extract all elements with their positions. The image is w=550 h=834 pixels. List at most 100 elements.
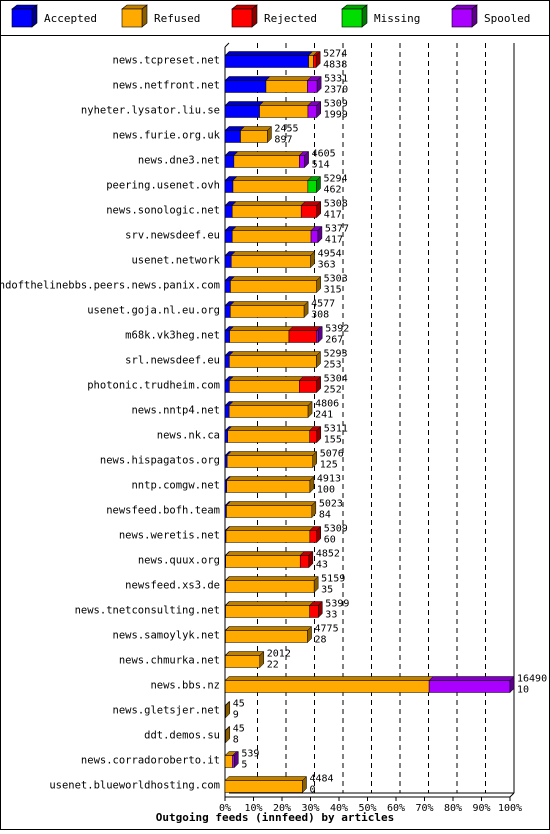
value-offered: 5023: [319, 499, 343, 510]
bar-segment-refused: [231, 205, 302, 218]
value-accepted: 10: [517, 685, 529, 696]
bar-segment-accepted: [224, 480, 227, 493]
bar-top-refused: [224, 626, 313, 631]
bar-segment-refused: [226, 505, 313, 518]
bar-segment-missing: [307, 180, 317, 193]
bar-top-refused: [231, 201, 306, 206]
bar-side-refused: [225, 725, 231, 744]
value-accepted: 9: [233, 710, 239, 721]
bar-top-refused: [226, 451, 318, 456]
bar-side-spooled: [509, 675, 515, 694]
bar-row: [224, 200, 322, 219]
value-accepted: 267: [325, 335, 343, 346]
value-accepted: 35: [321, 585, 333, 596]
bar-segment-refused: [230, 305, 305, 318]
value-accepted: 60: [324, 535, 336, 546]
row-label: peering.usenet.ovh: [106, 180, 220, 192]
bar-segment-accepted: [224, 155, 235, 168]
bar-segment-accepted: [224, 130, 241, 143]
value-accepted: 100: [317, 485, 335, 496]
bar-segment-refused: [231, 230, 312, 243]
value-offered: 539: [241, 749, 259, 760]
value-accepted: 5: [241, 760, 247, 771]
value-accepted: 241: [315, 410, 333, 421]
value-accepted: 363: [318, 260, 336, 271]
bar-segment-accepted: [224, 305, 231, 318]
legend-swatch-side: [141, 4, 148, 28]
row-label: news.hispagatos.org: [100, 455, 220, 467]
bar-top-refused: [224, 651, 265, 656]
x-tick-label: 30%: [301, 803, 319, 814]
row-label: photonic.trudheim.com: [87, 380, 220, 392]
x-tick-label: 90%: [472, 803, 490, 814]
bar-segment-refused: [233, 155, 300, 168]
row-label: news.quux.org: [138, 555, 220, 567]
value-offered: 45: [233, 724, 245, 735]
legend-label-refused: Refused: [154, 12, 200, 25]
legend-swatch-missing: [341, 8, 363, 28]
bar-row: [224, 750, 239, 769]
bar-segment-refused: [226, 480, 311, 493]
bar-segment-refused: [225, 530, 311, 543]
bar-row: [224, 375, 322, 394]
bar-segment-spooled: [428, 680, 511, 693]
value-offered: 45: [233, 699, 245, 710]
bar-segment-accepted: [224, 230, 233, 243]
bar-segment-accepted: [224, 330, 230, 343]
bar-segment-refused: [225, 605, 310, 618]
bar-row: [224, 525, 322, 544]
bar-segment-refused: [224, 755, 233, 768]
bar-top-refused: [230, 251, 316, 256]
row-label: newsfeed.xs3.de: [125, 580, 220, 592]
legend-label-rejected: Rejected: [264, 12, 317, 25]
legend-swatch-accepted: [11, 8, 33, 28]
x-axis-depth: [509, 792, 515, 798]
value-offered: 5377: [325, 224, 349, 235]
value-accepted: 417: [325, 235, 343, 246]
row-label: news.gletsjer.net: [113, 705, 220, 717]
bar-segment-rejected: [299, 380, 317, 393]
row-label: srl.newsdeef.eu: [125, 355, 220, 367]
bar-top-rejected: [288, 326, 322, 331]
bar-top-refused: [229, 276, 322, 281]
x-tick-label: 20%: [273, 803, 291, 814]
bar-segment-refused: [225, 655, 261, 668]
row-label: usenet.goja.nl.eu.org: [87, 305, 220, 317]
bar-top-refused: [228, 351, 322, 356]
value-accepted: 0: [309, 785, 315, 796]
row-label: news.nk.ca: [157, 430, 220, 442]
bar-segment-accepted: [224, 355, 230, 368]
bar-row: [224, 650, 265, 669]
legend-swatch-spooled: [451, 8, 473, 28]
bar-side-refused: [302, 775, 307, 794]
bar-segment-refused: [225, 630, 308, 643]
bar-segment-refused: [308, 55, 314, 68]
bar-side-refused: [267, 125, 272, 144]
value-accepted: 514: [312, 160, 330, 171]
bar-segment-rejected: [309, 530, 318, 543]
value-offered: 5159: [321, 574, 345, 585]
row-label: nyheter.lysator.liu.se: [81, 105, 220, 117]
bar-top-refused: [224, 676, 434, 681]
bar-segment-accepted: [224, 55, 309, 68]
y-axis-depth: [224, 42, 230, 48]
bar-row: [224, 150, 310, 169]
value-offered: 4484: [309, 774, 333, 785]
value-offered: 5392: [325, 324, 349, 335]
bar-segment-refused: [226, 455, 313, 468]
row-label: news.netfront.net: [113, 80, 220, 92]
bar-segment-rejected: [300, 205, 317, 218]
bar-side-refused: [313, 575, 319, 594]
bar-side-refused: [316, 275, 321, 294]
legend-swatch-side: [471, 4, 478, 28]
bar-segment-spooled: [310, 230, 319, 243]
row-label: srv.newsdeef.eu: [125, 230, 220, 242]
bar-segment-accepted: [224, 105, 260, 118]
bar-top-refused: [231, 226, 316, 231]
row-label: news.chmurka.net: [119, 655, 220, 667]
bar-side-refused: [311, 500, 317, 519]
bar-segment-accepted: [224, 180, 234, 193]
row-label: news.weretis.net: [119, 530, 220, 542]
